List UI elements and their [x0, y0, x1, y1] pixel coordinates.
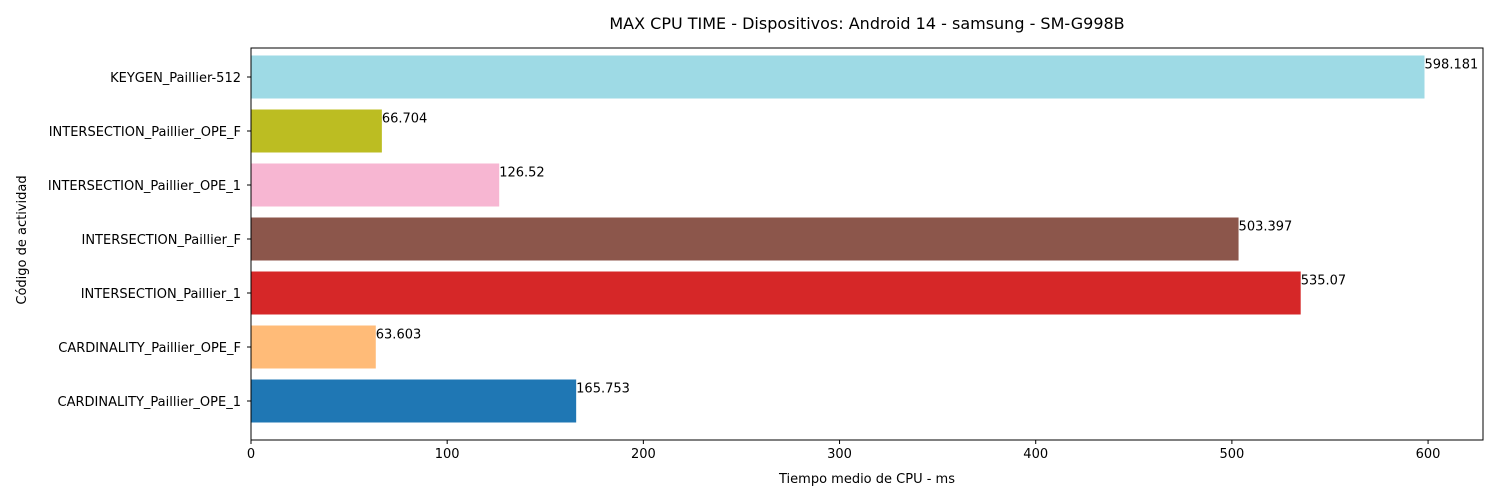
- y-tick-label: INTERSECTION_Paillier_F: [81, 233, 241, 248]
- bar-value-label: 126.52: [499, 166, 545, 181]
- chart-title: MAX CPU TIME - Dispositivos: Android 14 …: [609, 14, 1124, 33]
- x-tick-label: 200: [631, 447, 656, 462]
- y-tick-label: INTERSECTION_Paillier_OPE_1: [48, 179, 241, 194]
- bar-value-label: 63.603: [376, 328, 422, 343]
- x-tick-label: 300: [827, 447, 852, 462]
- bar-value-label: 535.07: [1301, 274, 1347, 289]
- value-labels-group: 598.181 66.704 126.52 503.397 535.07 63.603 16…: [376, 58, 1478, 397]
- bar: [251, 163, 500, 207]
- y-axis-label: Código de actividad: [15, 175, 30, 304]
- bar-value-label: 165.753: [576, 382, 630, 397]
- y-axis-ticks: KEYGEN_Paillier-512 INTERSECTION_Paillier…: [48, 71, 251, 410]
- bar: [251, 55, 1425, 99]
- x-tick-label: 400: [1023, 447, 1048, 462]
- bar: [251, 325, 376, 369]
- bar-value-label: 503.397: [1239, 220, 1293, 235]
- x-tick-label: 500: [1219, 447, 1244, 462]
- bar: [251, 271, 1301, 315]
- x-axis-label: Tiempo medio de CPU - ms: [778, 472, 955, 487]
- plot-frame: [250, 47, 1484, 441]
- y-tick-label: INTERSECTION_Paillier_1: [81, 287, 241, 302]
- y-tick-label: CARDINALITY_Paillier_OPE_F: [58, 341, 241, 356]
- x-axis-ticks: 0 100 200 300 400 500 600: [247, 440, 1441, 462]
- bar: [251, 217, 1239, 261]
- x-tick-label: 100: [435, 447, 460, 462]
- x-tick-label: 0: [247, 447, 255, 462]
- x-tick-label: 600: [1416, 447, 1441, 462]
- bars-group: [251, 55, 1425, 423]
- y-tick-label: CARDINALITY_Paillier_OPE_1: [58, 395, 242, 410]
- y-tick-label: KEYGEN_Paillier-512: [110, 71, 241, 86]
- bar: [251, 109, 382, 153]
- bar-value-label: 598.181: [1425, 58, 1479, 73]
- y-tick-label: INTERSECTION_Paillier_OPE_F: [49, 125, 241, 140]
- bar: [251, 379, 577, 423]
- bar-value-label: 66.704: [382, 112, 428, 127]
